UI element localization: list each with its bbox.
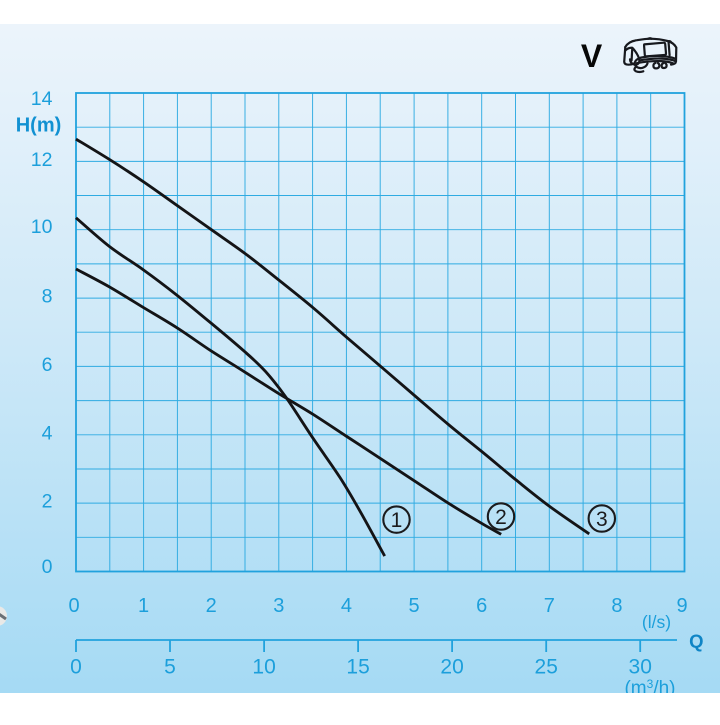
svg-text:V: V [581,38,603,74]
svg-text:4: 4 [42,423,53,445]
svg-text:7: 7 [544,595,555,617]
svg-text:8: 8 [42,286,53,308]
svg-text:2: 2 [495,506,507,529]
svg-text:8: 8 [611,595,622,617]
svg-text:4: 4 [341,595,352,617]
svg-text:H(m): H(m) [16,115,62,137]
svg-text:14: 14 [31,88,53,110]
svg-text:30: 30 [629,656,652,679]
svg-text:0: 0 [68,595,79,617]
svg-text:5: 5 [409,595,420,617]
svg-text:20: 20 [440,656,463,679]
svg-text:10: 10 [252,656,275,679]
svg-text:0: 0 [70,656,82,679]
svg-text:15: 15 [346,656,369,679]
svg-text:1: 1 [138,595,149,617]
svg-text:5: 5 [164,656,176,679]
svg-text:0: 0 [42,556,53,578]
svg-text:10: 10 [31,216,53,238]
svg-text:Q: Q [689,631,703,652]
svg-text:2: 2 [206,595,217,617]
svg-text:1: 1 [391,509,403,532]
svg-text:6: 6 [476,595,487,617]
svg-text:2: 2 [42,491,53,513]
svg-text:25: 25 [535,656,558,679]
svg-text:3: 3 [596,508,608,531]
svg-text:(l/s): (l/s) [642,612,671,632]
svg-text:3: 3 [273,595,284,617]
svg-text:9: 9 [676,595,687,617]
svg-text:12: 12 [31,149,53,171]
svg-text:6: 6 [42,354,53,376]
